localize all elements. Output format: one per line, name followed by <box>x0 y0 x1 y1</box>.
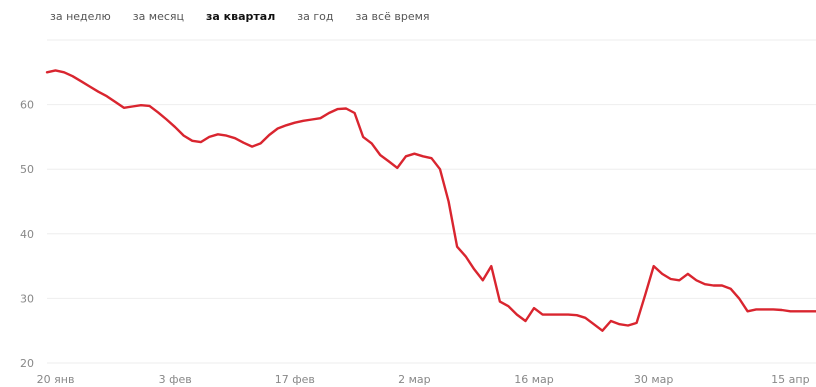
x-tick-label: 17 фев <box>275 373 315 386</box>
x-tick-label: 16 мар <box>514 373 554 386</box>
y-tick-label: 60 <box>20 99 34 112</box>
x-tick-label: 30 мар <box>634 373 674 386</box>
tab-year[interactable]: за год <box>297 10 334 23</box>
tab-week[interactable]: за неделю <box>50 10 111 23</box>
series-line-0 <box>45 69 816 332</box>
tab-all-time[interactable]: за всё время <box>355 10 430 23</box>
tab-quarter[interactable]: за квартал <box>206 10 276 23</box>
x-tick-label: 2 мар <box>398 373 431 386</box>
y-axis-ticks: 20 30 40 50 60 <box>20 99 34 370</box>
y-tick-label: 20 <box>20 357 34 370</box>
x-tick-label: 3 фев <box>159 373 192 386</box>
tab-month[interactable]: за месяц <box>132 10 185 23</box>
chart-series <box>45 69 816 332</box>
y-tick-label: 50 <box>20 163 34 176</box>
x-tick-label: 20 янв <box>37 373 75 386</box>
x-tick-label: 15 апр <box>771 373 809 386</box>
chart-grid <box>47 39 816 364</box>
y-tick-label: 40 <box>20 228 34 241</box>
y-tick-label: 30 <box>20 292 34 305</box>
period-tabs: за неделю за месяц за квартал за год за … <box>50 10 452 23</box>
x-axis-ticks: 20 янв 3 фев 17 фев 2 мар 16 мар 30 мар 15 апр <box>37 373 810 386</box>
